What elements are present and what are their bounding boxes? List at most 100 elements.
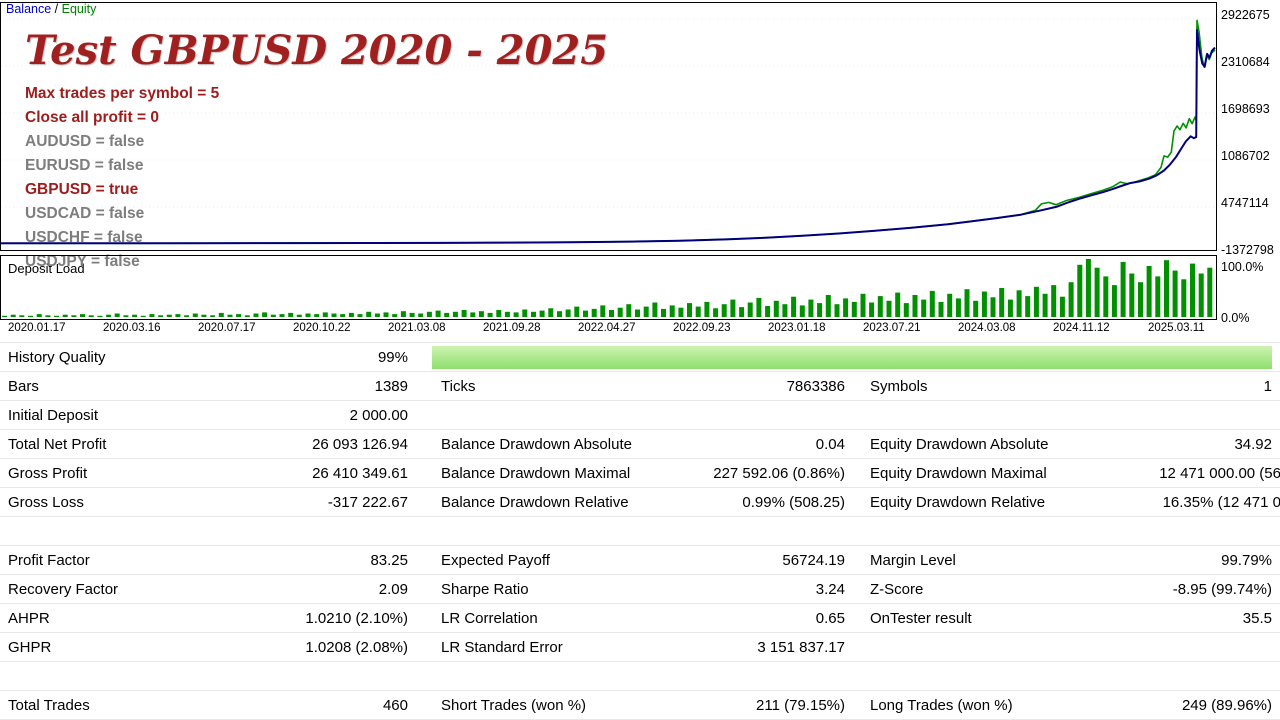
deposit-load-bar (366, 311, 372, 317)
deposit-load-bar (1042, 293, 1048, 317)
deposit-load-bar (695, 306, 701, 317)
deposit-load-bar (912, 295, 918, 317)
deposit-load-bar (288, 312, 294, 317)
table-cell: Total Trades 460 (0, 691, 432, 719)
deposit-load-bar (773, 300, 779, 317)
balance-equity-chart[interactable] (0, 2, 1217, 251)
stat-value: 1389 (374, 377, 408, 395)
deposit-load-bar (1068, 282, 1074, 317)
y-axis-label: 2310684 (1221, 55, 1270, 69)
deposit-load-bar (704, 301, 710, 317)
table-cell: Balance Drawdown Maximal 227 592.06 (0.86… (432, 459, 860, 487)
deposit-load-bar (661, 308, 666, 317)
deposit-load-bar (557, 311, 562, 317)
deposit-load-bar (609, 310, 614, 317)
deposit-load-bar (357, 314, 363, 317)
deposit-load-bar (478, 311, 484, 317)
deposit-load-chart[interactable]: Deposit Load (0, 255, 1217, 320)
deposit-load-bar (1129, 273, 1135, 317)
x-axis: 2020.01.17 2020.03.16 2020.07.17 2020.10.22… (0, 322, 1217, 339)
deposit-load-bar (860, 293, 866, 317)
deposit-load-bar (314, 314, 320, 317)
stat-label: AHPR (8, 609, 50, 627)
stat-value: 83.25 (370, 551, 408, 569)
deposit-load-bar (791, 296, 797, 317)
stat-label: Expected Payoff (441, 551, 550, 569)
table-cell: Equity Drawdown Maximal 12 471 000.00 (56 (860, 459, 1280, 487)
deposit-load-bar (1207, 267, 1213, 317)
deposit-load-bar (218, 312, 224, 317)
y-axis-label: 1698693 (1221, 102, 1270, 116)
deposit-load-bar (1016, 290, 1022, 317)
table-cell: Bars 1389 (0, 372, 432, 400)
table-cell (860, 633, 1280, 661)
deposit-load-bar (470, 312, 476, 317)
deposit-load-bar (869, 302, 875, 317)
y-axis-label: 4747114 (1221, 196, 1269, 210)
table-cell (0, 517, 432, 545)
table-cell (432, 517, 860, 545)
deposit-load-bar (652, 302, 658, 317)
stat-value: 1.0210 (2.10%) (305, 609, 408, 627)
x-axis-label: 2020.10.22 (293, 322, 351, 334)
deposit-load-bar (817, 303, 823, 317)
deposit-load-bar (1155, 276, 1161, 317)
table-cell: LR Correlation 0.65 (432, 604, 860, 632)
deposit-load-bar (565, 309, 571, 317)
deposit-load-bar (929, 290, 935, 317)
table-cell: Recovery Factor 2.09 (0, 575, 432, 603)
stat-label: GHPR (8, 638, 52, 656)
x-axis-label: 2023.01.18 (768, 322, 826, 334)
table-row: GHPR 1.0208 (2.08%) LR Standard Error 3 151… (0, 633, 1280, 662)
deposit-load-bar (28, 315, 33, 317)
deposit-load-bar (721, 304, 727, 317)
table-cell (432, 662, 860, 690)
x-axis-label: 2020.03.16 (103, 322, 161, 334)
deposit-load-bar (747, 302, 753, 317)
deposit-load-bar (903, 303, 909, 317)
stat-value: -8.95 (99.74%) (1172, 580, 1272, 598)
deposit-load-bar (201, 314, 207, 317)
deposit-load-bar (643, 306, 649, 317)
stat-value: 3 151 837.17 (757, 638, 845, 656)
stat-label: OnTester result (870, 609, 972, 627)
stat-value: -317 222.67 (327, 493, 408, 511)
table-cell: Margin Level 99.79% (860, 546, 1280, 574)
deposit-load-bar (626, 304, 632, 317)
deposit-load-bar (19, 315, 25, 317)
deposit-axis-min: 0.0% (1221, 311, 1250, 325)
deposit-load-bar (895, 292, 901, 317)
stat-label: Profit Factor (8, 551, 90, 569)
deposit-load-bar (236, 314, 242, 317)
x-axis-label: 2025.03.11 (1148, 322, 1205, 334)
stat-label: Equity Drawdown Absolute (870, 435, 1049, 453)
equity-line (1, 19, 1216, 245)
deposit-load-bar (669, 305, 675, 317)
stat-label: Initial Deposit (8, 406, 99, 424)
deposit-load-bar (158, 315, 164, 317)
table-cell (860, 662, 1280, 690)
stat-label: Balance Drawdown Relative (441, 493, 629, 511)
deposit-load-bar (825, 295, 831, 317)
deposit-load-bar (1164, 260, 1169, 317)
deposit-load-bar (730, 299, 736, 317)
deposit-load-bar (487, 312, 493, 317)
deposit-load-bar (808, 299, 814, 317)
deposit-load-bar (981, 291, 987, 317)
deposit-load-bar (1085, 259, 1091, 317)
stat-value: 34.92 (1234, 435, 1272, 453)
table-row: Gross Loss -317 222.67 Balance Drawdown Re… (0, 488, 1280, 517)
table-cell (860, 517, 1280, 545)
stat-label: Long Trades (won %) (870, 696, 1013, 714)
deposit-load-bar (574, 306, 580, 317)
deposit-load-bar (88, 315, 94, 317)
stat-value: 460 (382, 696, 408, 714)
deposit-load-bar (227, 314, 233, 317)
deposit-load-bar (886, 300, 892, 317)
x-axis-label: 2024.11.12 (1053, 322, 1110, 334)
table-row: Bars 1389 Ticks 7863386 Symbols 1 (0, 372, 1280, 401)
chart1-bottom-border-line (0, 250, 1217, 251)
stat-value: 26 410 349.61 (312, 464, 408, 482)
stat-label: LR Standard Error (441, 638, 563, 656)
table-cell: Sharpe Ratio 3.24 (432, 575, 860, 603)
